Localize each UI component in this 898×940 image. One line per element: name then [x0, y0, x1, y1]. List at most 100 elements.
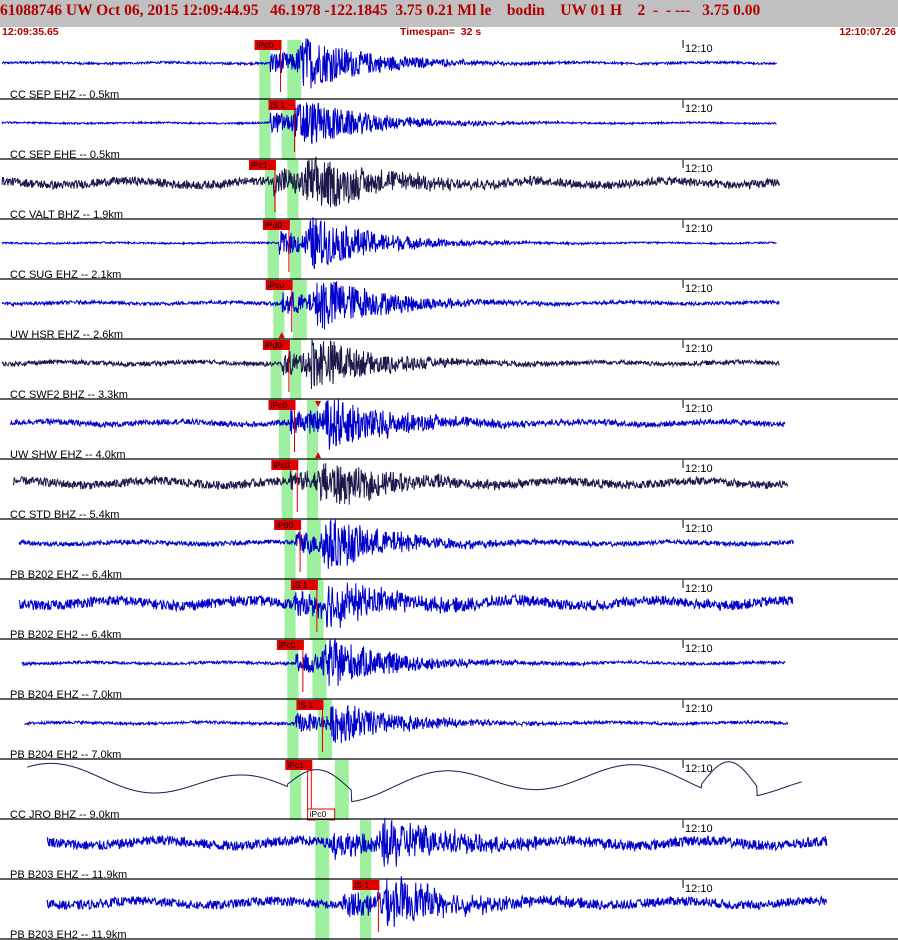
minute-time-label: 12:10 — [685, 823, 713, 835]
phase-pick-flag[interactable] — [265, 280, 293, 290]
waveform-trace[interactable] — [46, 876, 828, 927]
pick-window — [292, 280, 307, 340]
pick-window — [290, 340, 302, 400]
minute-time-label: 12:10 — [685, 43, 713, 55]
pick-window — [306, 460, 319, 520]
minute-time-label: 12:10 — [685, 403, 713, 415]
channel-label: PB B202 EH2 -- 6.4km — [10, 629, 121, 641]
phase-pick-flag[interactable] — [296, 700, 324, 710]
pick-window — [334, 760, 349, 820]
waveform-trace[interactable] — [1, 38, 777, 89]
phase-pick-flag[interactable] — [262, 220, 290, 230]
pick-window — [287, 700, 299, 760]
phase-pick-label: iPc0 — [273, 460, 290, 470]
pick-window — [287, 40, 302, 100]
arrival-marker-icon — [315, 401, 322, 407]
pick-window — [281, 100, 296, 160]
waveform-trace[interactable] — [1, 156, 780, 208]
waveform-trace[interactable] — [1, 339, 780, 390]
waveform-trace[interactable] — [9, 399, 786, 450]
waveform-trace[interactable] — [27, 761, 802, 803]
waveform-trace[interactable] — [46, 817, 828, 867]
phase-pick-flag[interactable] — [274, 520, 302, 530]
pick-window — [270, 340, 282, 400]
start-time-label: 12:09:35.65 — [2, 26, 59, 38]
phase-pick-flag[interactable] — [268, 400, 296, 410]
phase-pick-flag[interactable] — [290, 580, 318, 590]
channel-label: UW SHW EHZ -- 4.0km — [10, 449, 126, 461]
pick-window — [290, 760, 302, 820]
phase-pick-label: iS 1 — [271, 100, 286, 110]
waveform-trace[interactable] — [18, 582, 794, 628]
pick-window — [278, 400, 291, 460]
pick-window — [281, 460, 293, 520]
minute-time-label: 12:10 — [685, 523, 713, 535]
phase-pick-flag[interactable] — [285, 760, 313, 770]
minute-time-label: 12:10 — [685, 583, 713, 595]
minute-time-label: 12:10 — [685, 643, 713, 655]
pick-window — [287, 160, 299, 220]
pick-window — [284, 520, 296, 580]
waveform-trace[interactable] — [12, 463, 789, 505]
phase-pick-label: iPc0 — [310, 809, 327, 819]
phase-pick-label: iS 1 — [354, 880, 369, 890]
phase-pick-label: iPc0 — [257, 40, 274, 50]
pick-window — [287, 640, 299, 700]
pick-window — [312, 640, 327, 700]
arrival-marker-icon — [278, 332, 285, 338]
event-summary-title: 61088746 UW Oct 06, 2015 12:09:44.95 46.… — [0, 2, 761, 19]
channel-label: UW HSR EHZ -- 2.6km — [10, 329, 123, 341]
minute-time-label: 12:10 — [685, 343, 713, 355]
timespan-label: Timespan= 32 s — [400, 26, 482, 38]
phase-pick-flag[interactable] — [262, 340, 290, 350]
channel-label: PB B202 EHZ -- 6.4km — [10, 569, 122, 581]
waveform-trace[interactable] — [18, 518, 794, 569]
phase-pick-flag[interactable] — [268, 100, 296, 110]
phase-pick-flag[interactable] — [276, 640, 304, 650]
pick-window — [284, 580, 296, 640]
phase-pick-flag[interactable] — [271, 460, 299, 470]
channel-label: CC VALT BHZ -- 1.9km — [10, 209, 123, 221]
phase-pick-flag[interactable] — [352, 880, 380, 890]
pick-window — [264, 160, 277, 220]
waveform-trace[interactable] — [1, 102, 777, 145]
phase-pick-flag[interactable] — [248, 160, 276, 170]
minute-time-label: 12:10 — [685, 223, 713, 235]
phase-pick-label: iPd0 — [265, 220, 282, 230]
channel-label: CC STD BHZ -- 5.4km — [10, 509, 119, 521]
arrival-marker-icon — [278, 281, 285, 287]
pick-window — [273, 280, 285, 340]
waveform-trace[interactable] — [21, 638, 786, 686]
phase-pick-label: iPc1 — [251, 160, 268, 170]
channel-label: PB B204 EH2 -- 7.0km — [10, 749, 121, 761]
minute-time-label: 12:10 — [685, 883, 713, 895]
pick-window — [290, 220, 302, 280]
phase-pick-flag[interactable] — [254, 40, 282, 50]
pick-window — [360, 820, 372, 880]
pick-window — [267, 220, 279, 280]
arrival-marker-icon — [315, 452, 322, 458]
channel-label: CC JRO BHZ -- 9.0km — [10, 809, 119, 821]
minute-time-label: 12:10 — [685, 763, 713, 775]
pick-window — [318, 700, 333, 760]
phase-pick-label: iPc1 — [287, 760, 304, 770]
waveform-trace[interactable] — [24, 705, 789, 744]
pick-window — [259, 40, 271, 100]
event-header — [0, 0, 898, 27]
phase-pick-label: iPc0 — [268, 280, 285, 290]
phase-pick-label: iPc0 — [279, 640, 296, 650]
channel-label: PB B203 EHZ -- 11.9km — [10, 869, 127, 881]
pick-window — [315, 820, 330, 880]
phase-pick-label: iPc0 — [271, 400, 288, 410]
channel-label: CC SUG EHZ -- 2.1km — [10, 269, 121, 281]
waveform-trace[interactable] — [1, 217, 777, 270]
waveform-trace[interactable] — [1, 281, 780, 330]
phase-pick-label: iS 1 — [293, 580, 308, 590]
minute-time-label: 12:10 — [685, 103, 713, 115]
channel-label: PB B204 EHZ -- 7.0km — [10, 689, 122, 701]
channel-label: CC SEP EHE -- 0.5km — [10, 149, 120, 161]
channel-label: PB B203 EH2 -- 11.9km — [10, 929, 127, 940]
pick-window — [259, 100, 271, 160]
minute-time-label: 12:10 — [685, 703, 713, 715]
